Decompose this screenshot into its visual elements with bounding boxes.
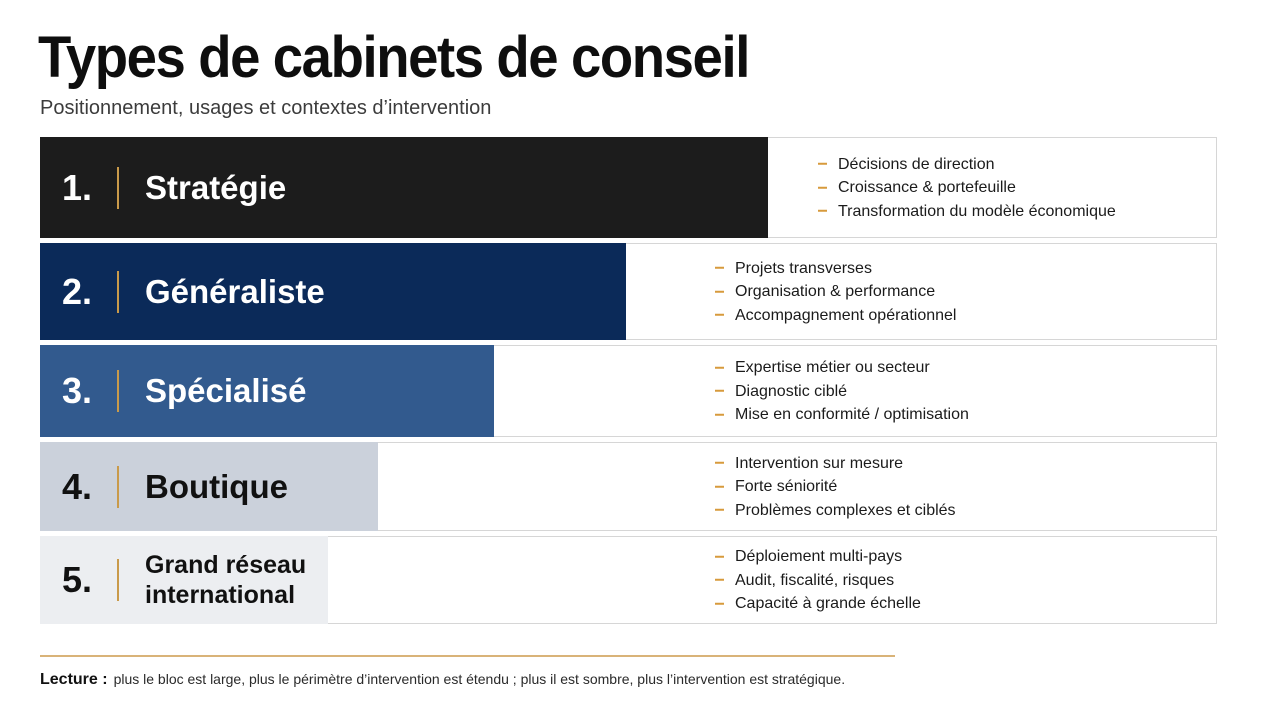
bullet-list: Projets transverses Organisation & perfo… — [715, 256, 956, 327]
dash-icon — [715, 602, 724, 605]
dash-icon — [715, 390, 724, 392]
dash-icon — [715, 462, 724, 464]
dash-icon — [715, 485, 724, 488]
dash-icon — [818, 210, 827, 212]
block-generaliste: 2. Généraliste — [40, 243, 626, 340]
bullet-text: Expertise métier ou secteur — [735, 358, 930, 376]
bullet-list: Intervention sur mesure Forte séniorité … — [715, 451, 956, 522]
row-specialise: 3. Spécialisé Expertise métier ou secteu… — [40, 345, 1217, 437]
bullet-text: Mise en conformité / optimisation — [735, 405, 969, 423]
bullet-text: Décisions de direction — [838, 155, 995, 173]
row-strategie: 1. Stratégie Décisions de direction Croi… — [40, 137, 1217, 238]
block-strategie: 1. Stratégie — [40, 137, 768, 238]
block-boutique: 4. Boutique — [40, 442, 378, 531]
bullet-list: Expertise métier ou secteur Diagnostic c… — [715, 356, 969, 427]
list-item: Organisation & performance — [715, 280, 956, 304]
row-generaliste: 2. Généraliste Projets transverses Organ… — [40, 243, 1217, 340]
dash-icon — [818, 186, 827, 189]
bullet-text: Transformation du modèle économique — [838, 202, 1116, 220]
list-item: Expertise métier ou secteur — [715, 356, 969, 380]
separator — [117, 559, 119, 601]
bullet-text: Déploiement multi-pays — [735, 547, 903, 565]
row-label: Stratégie — [145, 168, 287, 206]
row-label: Généraliste — [145, 272, 325, 310]
list-item: Transformation du modèle économique — [818, 199, 1116, 223]
dash-icon — [715, 555, 724, 558]
list-item: Déploiement multi-pays — [715, 545, 921, 569]
dash-icon — [715, 267, 724, 269]
row-label: Grand réseau international — [145, 550, 306, 610]
dash-icon — [818, 163, 827, 165]
bullet-text: Projets transverses — [735, 259, 872, 277]
dash-icon — [715, 314, 724, 316]
bullet-text: Diagnostic ciblé — [735, 382, 848, 400]
page-subtitle: Positionnement, usages et contextes d’in… — [40, 97, 492, 119]
bullet-list: Déploiement multi-pays Audit, fiscalité,… — [715, 545, 921, 616]
bullet-text: Audit, fiscalité, risques — [735, 571, 895, 589]
row-boutique: 4. Boutique Intervention sur mesure Fort… — [40, 442, 1217, 531]
bullet-text: Forte séniorité — [735, 477, 838, 495]
dash-icon — [715, 579, 724, 581]
list-item: Mise en conformité / optimisation — [715, 403, 969, 427]
separator — [117, 270, 119, 313]
dash-icon — [715, 290, 724, 293]
footer-divider — [40, 655, 895, 657]
row-label: Spécialisé — [145, 372, 307, 409]
bullet-text: Organisation & performance — [735, 282, 936, 300]
list-item: Projets transverses — [715, 256, 956, 280]
row-number: 4. — [62, 465, 93, 507]
list-item: Forte séniorité — [715, 475, 956, 499]
footer-label: Lecture : — [40, 671, 108, 688]
list-item: Accompagnement opérationnel — [715, 303, 956, 327]
list-item: Capacité à grande échelle — [715, 592, 921, 616]
list-item: Décisions de direction — [818, 152, 1116, 176]
block-grand-reseau: 5. Grand réseau international — [40, 536, 328, 624]
bullet-text: Problèmes complexes et ciblés — [735, 501, 956, 519]
row-number: 3. — [62, 370, 93, 411]
bullet-text: Croissance & portefeuille — [838, 178, 1016, 196]
block-specialise: 3. Spécialisé — [40, 345, 494, 437]
bullet-list: Décisions de direction Croissance & port… — [818, 152, 1116, 223]
row-number: 5. — [62, 559, 93, 600]
dash-icon — [715, 413, 724, 416]
dash-icon — [715, 509, 724, 511]
dash-icon — [715, 366, 724, 369]
list-item: Intervention sur mesure — [715, 451, 956, 475]
footer-text: plus le bloc est large, plus le périmètr… — [113, 671, 846, 687]
row-label-line: international — [145, 581, 296, 609]
separator — [117, 370, 119, 412]
list-item: Diagnostic ciblé — [715, 379, 969, 403]
row-number: 1. — [62, 166, 93, 208]
list-item: Croissance & portefeuille — [818, 176, 1116, 200]
bullet-text: Capacité à grande échelle — [735, 594, 921, 612]
footer-note: Lecture : plus le bloc est large, plus le… — [40, 671, 845, 689]
separator — [117, 166, 119, 209]
list-item: Audit, fiscalité, risques — [715, 568, 921, 592]
row-grand-reseau: 5. Grand réseau international Déploiemen… — [40, 536, 1217, 624]
row-number: 2. — [62, 270, 93, 312]
page-title: Types de cabinets de conseil — [38, 25, 750, 90]
bullet-text: Accompagnement opérationnel — [735, 306, 957, 324]
bullet-text: Intervention sur mesure — [735, 454, 904, 472]
row-label: Boutique — [145, 467, 288, 505]
row-label-line: Grand réseau — [145, 551, 307, 579]
list-item: Problèmes complexes et ciblés — [715, 498, 956, 522]
separator — [117, 465, 119, 508]
